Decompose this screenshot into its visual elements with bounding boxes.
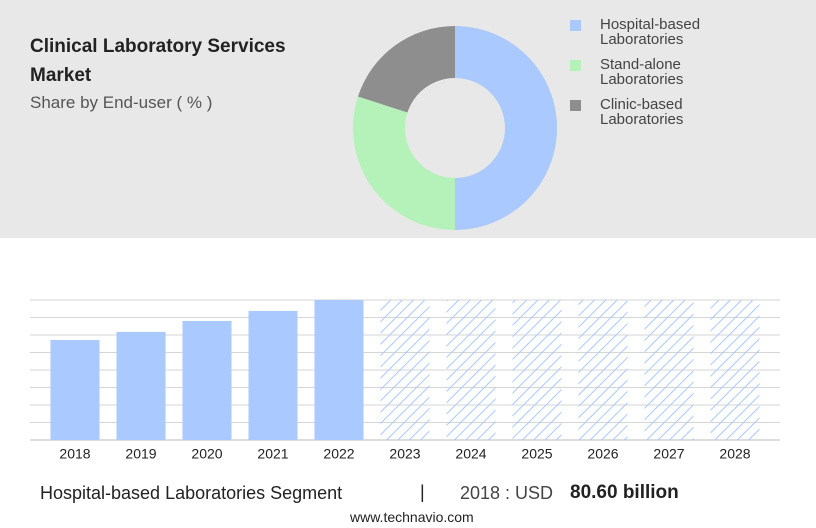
legend-swatch xyxy=(570,60,581,71)
footer-year: 2018 : USD xyxy=(460,483,554,503)
bar xyxy=(182,320,232,440)
legend-label: Clinic-based Laboratories xyxy=(600,96,684,128)
x-tick-label: 2028 xyxy=(719,446,750,462)
forecast-bar xyxy=(578,300,628,440)
legend-label: Stand-alone Laboratories xyxy=(600,56,684,88)
x-tick-label: 2023 xyxy=(389,446,420,462)
footer-segment: Hospital-based Laboratories Segment xyxy=(40,483,343,503)
x-tick-label: 2024 xyxy=(455,446,486,462)
source: www.technavio.com xyxy=(350,509,474,525)
forecast-bar xyxy=(446,300,496,440)
donut-slice xyxy=(357,26,455,113)
legend-label: Hospital-based Laboratories xyxy=(600,16,701,48)
chart-title: Clinical Laboratory Services Market xyxy=(30,36,286,86)
forecast-bar xyxy=(710,300,760,440)
footer-separator: | xyxy=(420,482,425,502)
bar xyxy=(248,310,298,440)
x-tick-label: 2020 xyxy=(191,446,222,462)
donut-slice xyxy=(455,26,557,230)
footer-value: 80.60 billion xyxy=(570,482,679,503)
forecast-bar xyxy=(644,300,694,440)
x-tick-label: 2022 xyxy=(323,446,354,462)
bar xyxy=(314,300,364,440)
x-tick-label: 2018 xyxy=(59,446,90,462)
bar xyxy=(116,331,166,440)
legend-swatch xyxy=(570,20,581,31)
donut-slice xyxy=(353,96,455,230)
chart-subtitle: Share by End-user ( % ) xyxy=(30,93,213,112)
forecast-bar xyxy=(512,300,562,440)
x-tick-label: 2027 xyxy=(653,446,684,462)
x-tick-label: 2025 xyxy=(521,446,552,462)
x-tick-label: 2019 xyxy=(125,446,156,462)
legend-swatch xyxy=(570,100,581,111)
x-tick-label: 2026 xyxy=(587,446,618,462)
x-tick-label: 2021 xyxy=(257,446,288,462)
forecast-bar xyxy=(380,300,430,440)
bar xyxy=(50,339,100,440)
